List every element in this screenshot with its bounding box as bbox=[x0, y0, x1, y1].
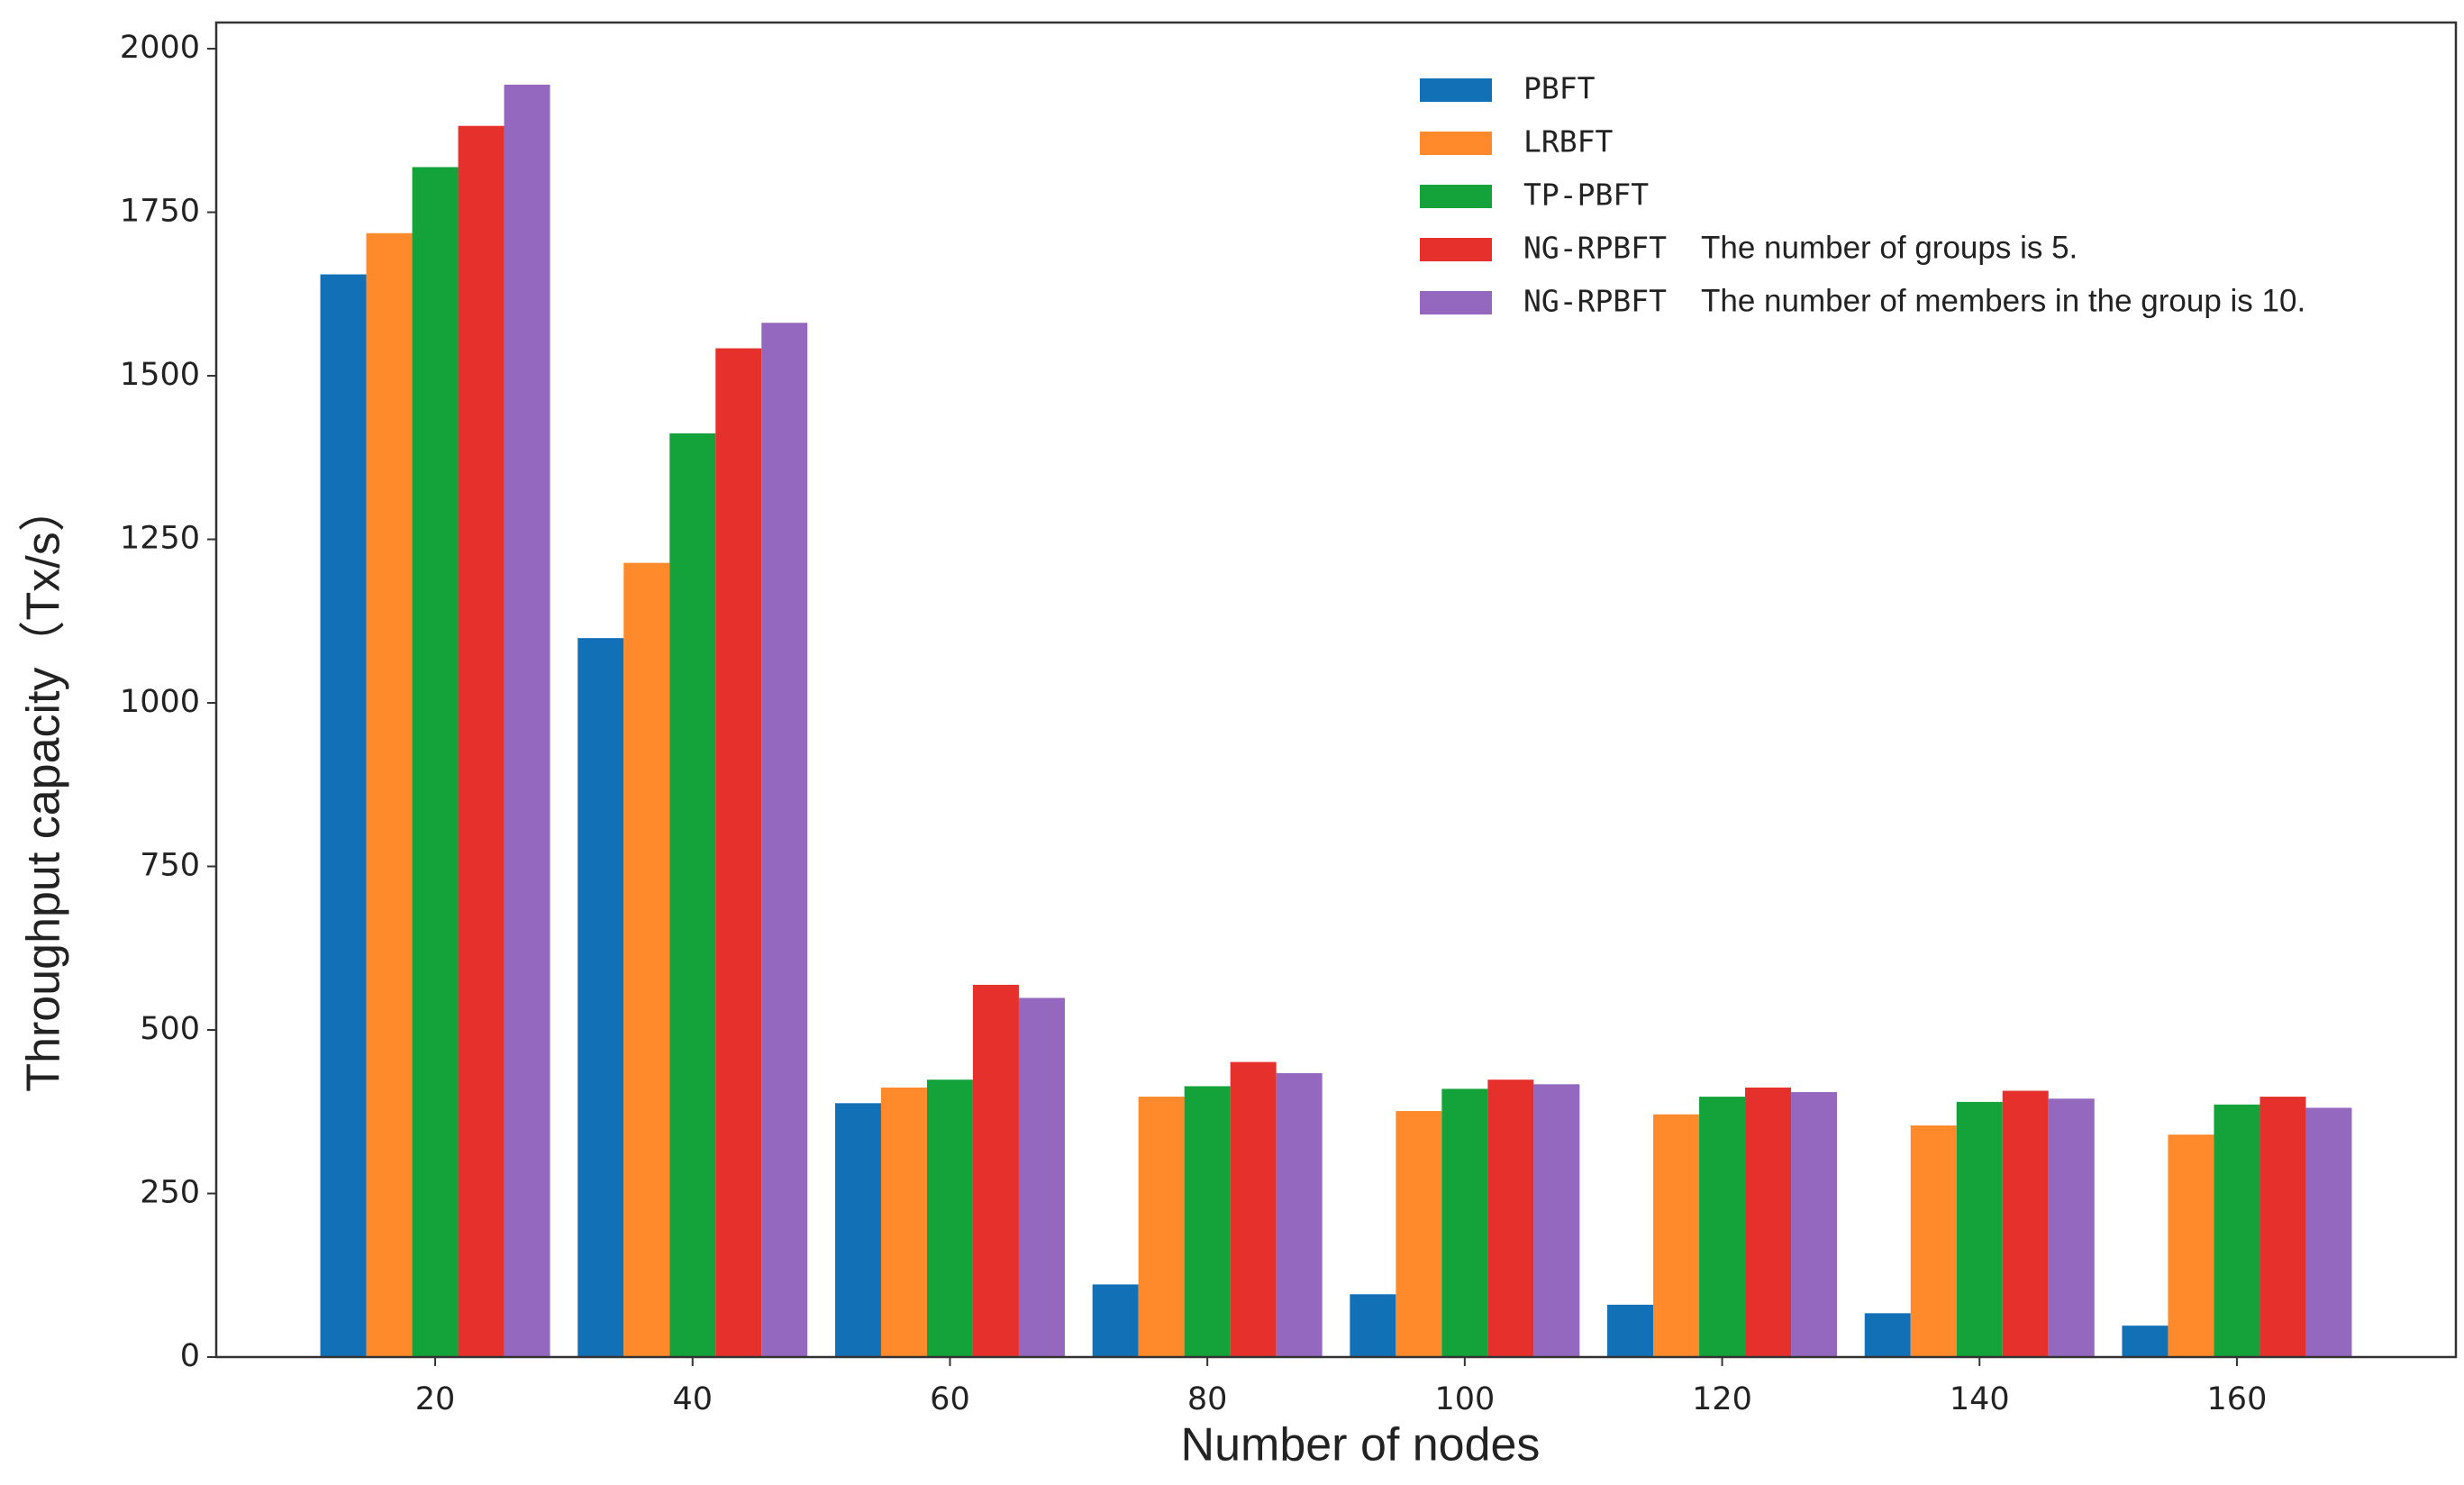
legend-label: LRBFT bbox=[1523, 124, 1613, 159]
bar bbox=[669, 433, 716, 1358]
legend-swatch bbox=[1420, 132, 1492, 155]
bar bbox=[1396, 1111, 1442, 1357]
legend-label: NG-RPBFT bbox=[1523, 284, 1667, 319]
legend-annotation: The number of groups is 5. bbox=[1701, 230, 2078, 265]
bar bbox=[1184, 1086, 1231, 1357]
bar bbox=[1653, 1114, 1700, 1357]
bar bbox=[1699, 1097, 1746, 1357]
y-tick-label: 250 bbox=[140, 1175, 200, 1211]
bar bbox=[2259, 1097, 2306, 1357]
legend-annotation: The number of members in the group is 10… bbox=[1701, 283, 2305, 318]
x-tick-label: 60 bbox=[930, 1381, 970, 1417]
bar bbox=[1864, 1313, 1911, 1357]
y-tick-label: 1000 bbox=[120, 684, 200, 720]
x-tick-label: 140 bbox=[1950, 1381, 2010, 1417]
bar bbox=[2305, 1107, 2352, 1357]
x-axis-label: Number of nodes bbox=[1181, 1419, 1541, 1471]
y-tick-label: 1250 bbox=[120, 521, 200, 557]
bar bbox=[504, 84, 550, 1357]
bar bbox=[1276, 1072, 1323, 1357]
bar bbox=[2214, 1104, 2260, 1357]
plot-frame bbox=[214, 21, 2458, 1359]
x-tick-label: 160 bbox=[2207, 1381, 2268, 1417]
bar bbox=[2122, 1326, 2169, 1357]
legend-swatch bbox=[1420, 291, 1492, 314]
bar bbox=[1230, 1061, 1277, 1357]
x-tick-label: 20 bbox=[415, 1381, 456, 1417]
bar bbox=[761, 323, 808, 1358]
legend-label: NG-RPBFT bbox=[1523, 231, 1667, 266]
legend-label: TP-PBFT bbox=[1523, 178, 1649, 213]
x-tick-label: 80 bbox=[1187, 1381, 1228, 1417]
bar bbox=[1487, 1080, 1534, 1357]
bar bbox=[1607, 1304, 1654, 1357]
bar bbox=[926, 1080, 973, 1357]
x-tick-label: 120 bbox=[1692, 1381, 1752, 1417]
bar bbox=[1350, 1294, 1396, 1357]
bar bbox=[1745, 1087, 1792, 1357]
y-tick-label: 750 bbox=[140, 848, 200, 884]
legend-swatch bbox=[1420, 185, 1492, 208]
bar bbox=[1791, 1091, 1838, 1357]
bar bbox=[1956, 1101, 2003, 1357]
bar bbox=[2168, 1134, 2214, 1357]
bar bbox=[458, 125, 505, 1358]
bar bbox=[1441, 1089, 1488, 1357]
bar bbox=[1018, 998, 1065, 1357]
bar bbox=[412, 167, 459, 1358]
bar bbox=[623, 562, 670, 1357]
x-tick-label: 100 bbox=[1434, 1381, 1495, 1417]
y-axis-label: Throughput capacity（Tx/s） bbox=[18, 485, 70, 1091]
bar bbox=[1910, 1125, 1957, 1357]
bar bbox=[2048, 1098, 2095, 1357]
bar bbox=[880, 1087, 927, 1357]
y-tick-label: 1750 bbox=[120, 194, 200, 230]
x-tick-label: 40 bbox=[672, 1381, 713, 1417]
legend-label: PBFT bbox=[1523, 71, 1596, 106]
legend-swatch bbox=[1420, 78, 1492, 102]
bar bbox=[320, 274, 367, 1357]
y-tick-label: 2000 bbox=[120, 30, 200, 66]
bar bbox=[577, 638, 624, 1357]
y-tick-label: 1500 bbox=[120, 357, 200, 393]
bar bbox=[2002, 1090, 2049, 1357]
bar bbox=[366, 232, 413, 1358]
bar bbox=[1138, 1097, 1185, 1357]
y-tick-label: 500 bbox=[140, 1011, 200, 1047]
bar bbox=[1533, 1084, 1580, 1357]
bar bbox=[1092, 1284, 1139, 1357]
bar bbox=[972, 984, 1019, 1357]
bar bbox=[715, 348, 762, 1358]
legend-swatch bbox=[1420, 238, 1492, 261]
bar bbox=[834, 1103, 881, 1357]
y-tick-label: 0 bbox=[180, 1338, 200, 1374]
